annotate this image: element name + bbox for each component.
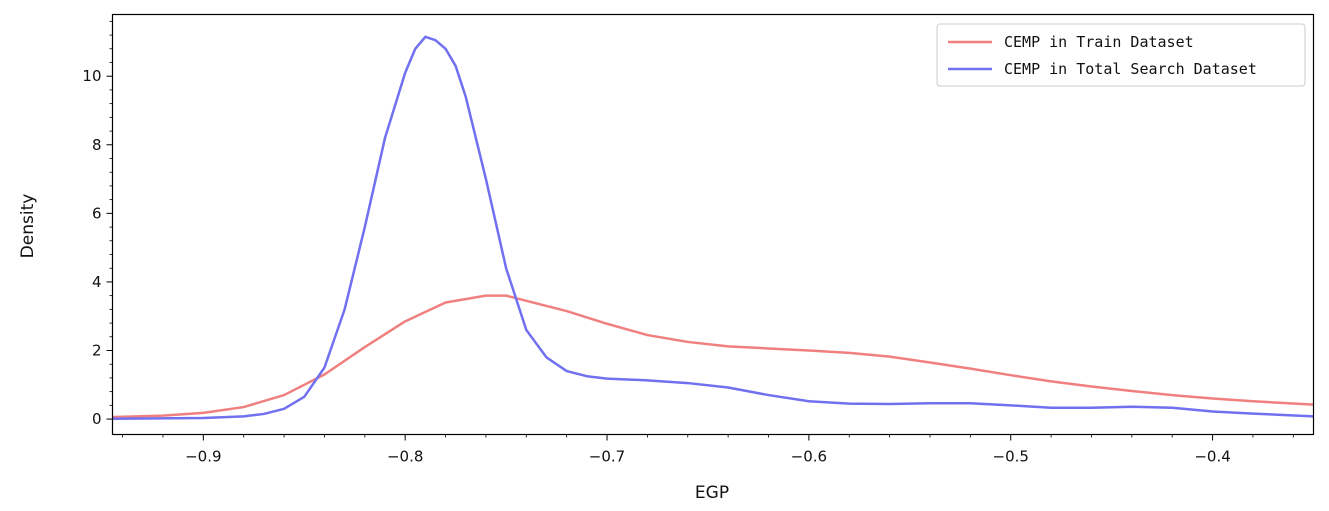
x-tick-label-2: −0.7: [589, 448, 625, 466]
y-tick-label-4: 8: [92, 136, 102, 154]
series-line-1: [112, 35, 1314, 420]
x-tick-label-3: −0.6: [791, 448, 827, 466]
y-tick-label-1: 2: [92, 342, 102, 360]
x-tick-label-5: −0.4: [1194, 448, 1230, 466]
ticks-layer: −0.9 −0.8 −0.7 −0.6 −0.5 −0.4 0 2 4 6 8 10: [82, 20, 1294, 466]
x-axis-label: EGP: [695, 483, 729, 503]
plot-frame: [111, 13, 1315, 436]
x-tick-label-0: −0.9: [185, 448, 221, 466]
y-axis-label: Density: [18, 194, 38, 259]
legend: CEMP in Train Dataset CEMP in Total Sear…: [936, 23, 1306, 87]
y-tick-label-0: 0: [92, 410, 102, 428]
x-tick-label-1: −0.8: [387, 448, 423, 466]
series-line-0: [112, 294, 1314, 419]
y-tick-label-5: 10: [82, 67, 101, 85]
legend-label-train: CEMP in Train Dataset: [1004, 33, 1194, 51]
legend-box: [936, 23, 1306, 87]
legend-label-total-search: CEMP in Total Search Dataset: [1004, 60, 1257, 78]
plot-layer: [112, 35, 1314, 420]
y-tick-label-2: 4: [92, 273, 102, 291]
y-tick-label-3: 6: [92, 204, 102, 222]
x-tick-label-4: −0.5: [993, 448, 1029, 466]
